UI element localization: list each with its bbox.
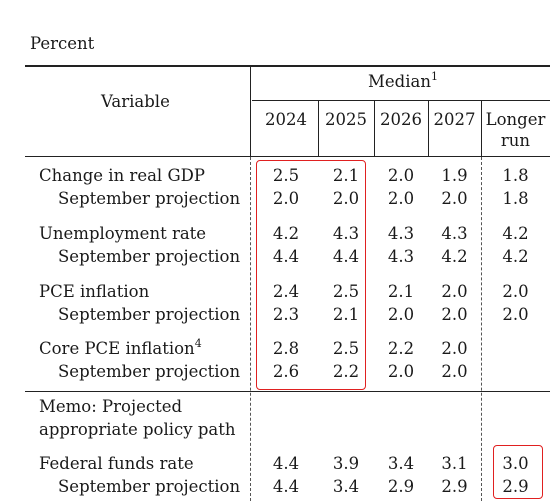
year-divider-3 xyxy=(428,100,429,157)
row-label: Core PCE inflation4 xyxy=(39,336,202,359)
highlight-box-longer-run-rate xyxy=(493,445,543,499)
cell-value: 2.6 xyxy=(272,362,300,381)
memo-rule xyxy=(25,391,550,393)
cell-value: 2.5 xyxy=(332,339,360,358)
cell-value: 3.9 xyxy=(332,454,360,473)
cell-value: 2.0 xyxy=(441,362,468,381)
cell-value: 3.4 xyxy=(332,477,360,496)
row-label: Change in real GDP xyxy=(39,166,205,185)
cell-value: 2.1 xyxy=(332,166,360,185)
cell-value: 2.3 xyxy=(272,305,300,324)
cell-value: 1.8 xyxy=(502,166,529,185)
year-header-2025: 2025 xyxy=(325,110,367,129)
cell-value: 2.0 xyxy=(502,282,529,301)
highlight-box-2024-2025 xyxy=(256,160,366,390)
cell-value: 2.2 xyxy=(387,339,415,358)
cell-value: 2.0 xyxy=(441,305,468,324)
cell-value: 2.0 xyxy=(272,189,300,208)
row-label: September projection xyxy=(58,477,241,496)
cell-value: 4.4 xyxy=(272,247,300,266)
cell-value: 4.3 xyxy=(387,247,415,266)
variable-column-divider xyxy=(250,66,251,157)
cell-value: 4.4 xyxy=(272,477,300,496)
cell-value: 2.2 xyxy=(332,362,360,381)
cell-value: 2.1 xyxy=(387,282,415,301)
cell-value: 4.2 xyxy=(502,247,529,266)
cell-value: 4.3 xyxy=(441,224,468,243)
cell-value: 3.4 xyxy=(387,454,415,473)
header-rule xyxy=(25,156,550,158)
cell-value: 2.4 xyxy=(272,282,300,301)
memo-line1: Memo: Projected xyxy=(39,397,183,416)
cell-value: 2.0 xyxy=(387,305,415,324)
cell-value: 2.0 xyxy=(332,189,360,208)
row-label: PCE inflation xyxy=(39,282,150,301)
year-header-2026: 2026 xyxy=(380,110,422,129)
row-label-text: Core PCE inflation xyxy=(39,339,195,358)
row-label: Unemployment rate xyxy=(39,224,207,243)
cell-value: 2.0 xyxy=(441,189,468,208)
year-divider-2 xyxy=(374,100,375,157)
cell-value: 4.2 xyxy=(441,247,468,266)
cell-value: 2.9 xyxy=(441,477,468,496)
cell-value: 4.4 xyxy=(332,247,360,266)
cell-value: 2.9 xyxy=(502,477,529,496)
median-underline xyxy=(252,100,550,101)
median-text: Median xyxy=(368,72,431,91)
cell-value: 2.0 xyxy=(387,189,415,208)
cell-value: 2.9 xyxy=(387,477,415,496)
cell-value: 2.5 xyxy=(272,166,300,185)
memo-line2: appropriate policy path xyxy=(39,420,236,439)
longer-run-header-line2: run xyxy=(500,131,531,150)
variable-header: Variable xyxy=(101,92,170,111)
median-header: Median1 xyxy=(368,69,438,92)
cell-value: 4.2 xyxy=(502,224,529,243)
row-label: September projection xyxy=(58,247,241,266)
row-label: September projection xyxy=(58,189,241,208)
cell-value: 4.2 xyxy=(272,224,300,243)
median-footnote: 1 xyxy=(430,69,438,83)
body-divider-right xyxy=(481,157,482,501)
cell-value: 2.0 xyxy=(387,362,415,381)
year-divider-1 xyxy=(318,100,319,157)
year-header-2027: 2027 xyxy=(433,110,476,129)
row-label: September projection xyxy=(58,305,241,324)
row-label: Federal funds rate xyxy=(39,454,194,473)
cell-value: 3.1 xyxy=(441,454,468,473)
year-header-2024: 2024 xyxy=(265,110,307,129)
cell-value: 3.0 xyxy=(502,454,529,473)
cell-value: 1.8 xyxy=(502,189,529,208)
cell-value: 4.3 xyxy=(332,224,360,243)
cell-value: 2.5 xyxy=(332,282,360,301)
cell-value: 2.0 xyxy=(502,305,529,324)
row-footnote: 4 xyxy=(194,336,202,350)
cell-value: 2.8 xyxy=(272,339,300,358)
year-divider-4 xyxy=(481,100,482,157)
unit-label: Percent xyxy=(30,34,95,53)
top-rule xyxy=(25,65,550,67)
cell-value: 4.3 xyxy=(387,224,415,243)
cell-value: 2.1 xyxy=(332,305,360,324)
cell-value: 2.0 xyxy=(441,339,468,358)
longer-run-header-line1: Longer xyxy=(485,110,546,129)
cell-value: 2.0 xyxy=(387,166,415,185)
body-divider-left xyxy=(250,157,251,501)
row-label: September projection xyxy=(58,362,241,381)
cell-value: 4.4 xyxy=(272,454,300,473)
cell-value: 2.0 xyxy=(441,282,468,301)
cell-value: 1.9 xyxy=(441,166,468,185)
